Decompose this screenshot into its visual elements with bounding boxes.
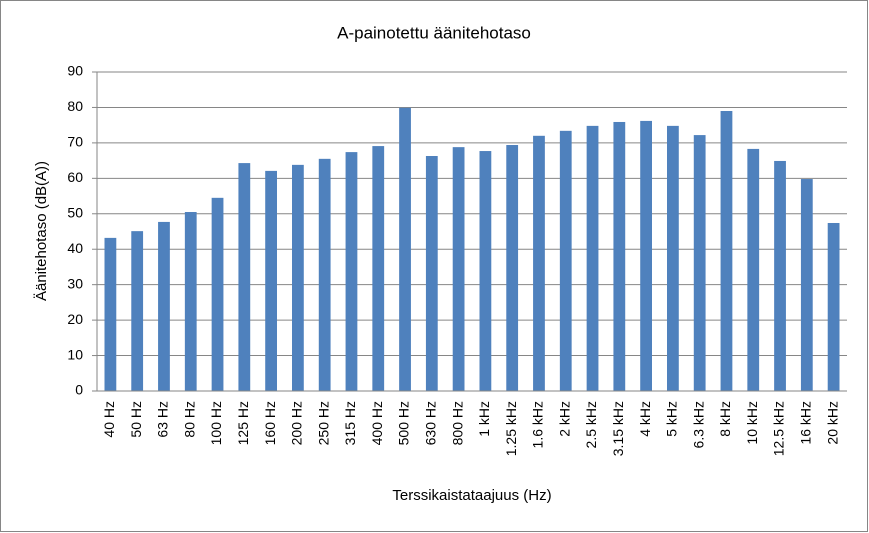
x-tick-label: 160 Hz <box>262 401 278 445</box>
x-tick-label: 1.25 kHz <box>503 401 519 456</box>
x-tick-label: 2.5 kHz <box>583 401 599 448</box>
bar <box>559 130 572 392</box>
bar <box>667 125 679 392</box>
chart-title: A-painotettu äänitehotaso <box>337 23 531 42</box>
x-tick-label: 3.15 kHz <box>610 401 626 456</box>
bar <box>800 179 813 391</box>
bar <box>131 231 144 391</box>
y-tick-label: 50 <box>67 204 83 220</box>
bar <box>720 110 733 391</box>
bar <box>613 121 626 391</box>
x-tick-label: 4 kHz <box>637 401 653 437</box>
x-tick-label: 630 Hz <box>423 401 439 445</box>
y-tick-label: 0 <box>75 382 83 398</box>
x-tick-label: 100 Hz <box>208 401 224 445</box>
x-tick-label: 5 kHz <box>664 401 680 437</box>
bar <box>265 170 277 391</box>
x-tick-label: 6.3 kHz <box>690 401 706 448</box>
x-tick-label: 8 kHz <box>717 401 733 437</box>
x-tick-label: 1 kHz <box>476 401 492 437</box>
x-tick-label: 10 kHz <box>744 401 760 445</box>
bar <box>533 135 545 391</box>
x-tick-label: 50 Hz <box>128 401 144 438</box>
x-tick-label: 315 Hz <box>342 401 358 445</box>
bar <box>292 164 304 391</box>
bar <box>640 120 652 391</box>
x-tick-label: 400 Hz <box>369 401 385 445</box>
x-tick-label: 12.5 kHz <box>771 401 787 456</box>
bar <box>479 151 492 391</box>
bar <box>345 152 358 391</box>
bar <box>104 237 117 391</box>
bar <box>184 212 197 391</box>
x-tick-label: 500 Hz <box>396 401 412 445</box>
bar <box>158 221 170 391</box>
x-tick-label: 20 kHz <box>824 401 840 445</box>
y-tick-label: 30 <box>67 275 83 291</box>
bar <box>238 163 251 391</box>
x-tick-label: 1.6 kHz <box>530 401 546 448</box>
x-tick-label: 125 Hz <box>235 401 251 445</box>
bar <box>506 145 519 391</box>
y-tick-label: 10 <box>67 346 83 362</box>
bar <box>586 125 599 392</box>
y-tick-label: 20 <box>67 311 83 327</box>
x-tick-label: 250 Hz <box>315 401 331 445</box>
y-tick-label: 80 <box>67 98 83 114</box>
x-tick-label: 80 Hz <box>181 401 197 438</box>
bar <box>693 135 706 391</box>
x-tick-label: 2 kHz <box>556 401 572 437</box>
bar <box>747 148 760 391</box>
bar <box>211 197 224 391</box>
x-axis-title: Terssikaistataajuus (Hz) <box>392 487 551 504</box>
x-tick-label: 63 Hz <box>155 401 171 438</box>
x-tick-label: 40 Hz <box>101 401 117 438</box>
y-tick-label: 90 <box>67 63 83 79</box>
x-tick-label: 16 kHz <box>798 401 814 445</box>
y-tick-label: 40 <box>67 240 83 256</box>
bar <box>318 158 331 391</box>
x-tick-label: 800 Hz <box>449 401 465 445</box>
bar <box>399 107 411 391</box>
y-tick-label: 60 <box>67 169 83 185</box>
bar <box>372 146 385 391</box>
y-tick-label: 70 <box>67 134 83 150</box>
bar <box>774 160 786 391</box>
bar <box>425 156 438 391</box>
x-tick-label: 200 Hz <box>289 401 305 445</box>
y-axis-title: Äänitehotaso (dB(A)) <box>33 161 50 301</box>
bar <box>827 222 840 391</box>
bar <box>452 147 465 391</box>
